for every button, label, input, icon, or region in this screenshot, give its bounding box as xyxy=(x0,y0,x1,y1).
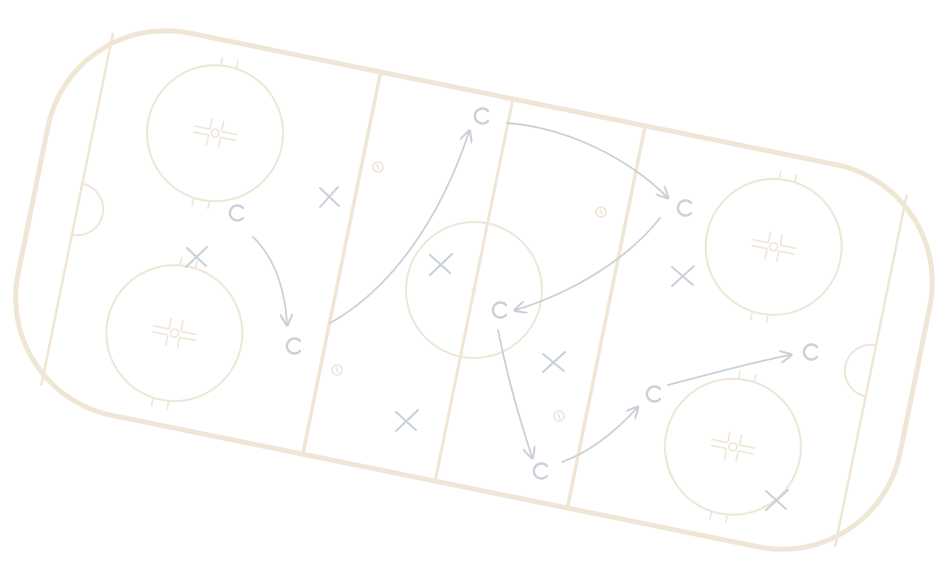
pass-arrow xyxy=(329,132,469,324)
player-icon xyxy=(645,385,662,403)
skate-path-arrow xyxy=(252,236,287,324)
faceoff-zone-right-top xyxy=(704,170,843,324)
puck-marker xyxy=(372,161,384,173)
play-arrows xyxy=(252,122,790,463)
faceoff-dot xyxy=(210,128,220,139)
defender-icon xyxy=(185,246,208,268)
faceoff-circle xyxy=(663,377,802,516)
defender-icon xyxy=(542,351,566,373)
player-icon xyxy=(532,462,549,480)
faceoff-dot xyxy=(169,328,180,338)
defender-icon xyxy=(765,489,789,511)
player-icon xyxy=(473,107,490,125)
defender-icon xyxy=(319,186,340,208)
player-icon xyxy=(228,204,245,222)
players xyxy=(228,107,819,480)
skate-path-arrow xyxy=(497,329,532,457)
defenders xyxy=(185,186,789,511)
pass-arrow xyxy=(516,217,661,310)
faceoff-zone-left-bottom xyxy=(105,256,244,410)
faceoff-circle xyxy=(704,177,843,316)
player-icon xyxy=(676,199,693,217)
defender-icon xyxy=(395,409,419,432)
player-icon xyxy=(802,343,819,361)
faceoff-zone-right-bottom xyxy=(663,370,802,524)
faceoff-zone-left-top xyxy=(146,56,285,210)
rink xyxy=(13,28,935,552)
puck-marker xyxy=(553,410,565,422)
player-icon xyxy=(285,337,302,355)
puck-marker xyxy=(595,206,607,218)
pass-arrow xyxy=(506,122,667,197)
blue-line-left xyxy=(301,71,383,455)
player-icon xyxy=(491,301,508,319)
center-dot xyxy=(471,287,477,293)
defender-icon xyxy=(671,265,695,287)
puck-marker xyxy=(331,364,343,376)
crease-left xyxy=(71,182,105,237)
neutral-zone-dots xyxy=(331,161,607,422)
faceoff-dot xyxy=(728,441,738,452)
blue-line-right xyxy=(565,125,647,509)
center-faceoff-circle xyxy=(405,221,543,359)
goal-line-left xyxy=(40,32,115,386)
pass-arrow xyxy=(667,355,790,386)
pass-arrow xyxy=(561,408,637,463)
crease-right xyxy=(843,343,877,398)
goal-line-right xyxy=(833,194,908,548)
faceoff-circle xyxy=(105,264,244,403)
faceoff-dot xyxy=(768,242,779,252)
defender-icon xyxy=(429,253,453,276)
faceoff-circle xyxy=(146,64,285,203)
